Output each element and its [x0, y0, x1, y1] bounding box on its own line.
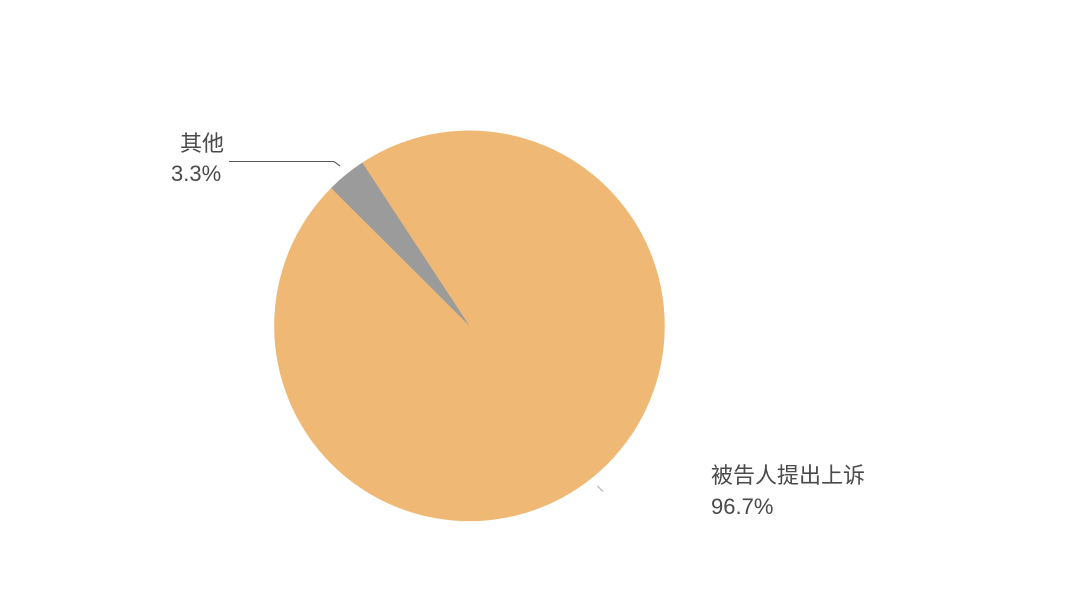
svg-text:其他: 其他: [180, 131, 224, 156]
svg-text:3.3%: 3.3%: [171, 161, 221, 186]
svg-text:被告人提出上诉: 被告人提出上诉: [711, 463, 865, 488]
svg-text:96.7%: 96.7%: [711, 494, 773, 519]
